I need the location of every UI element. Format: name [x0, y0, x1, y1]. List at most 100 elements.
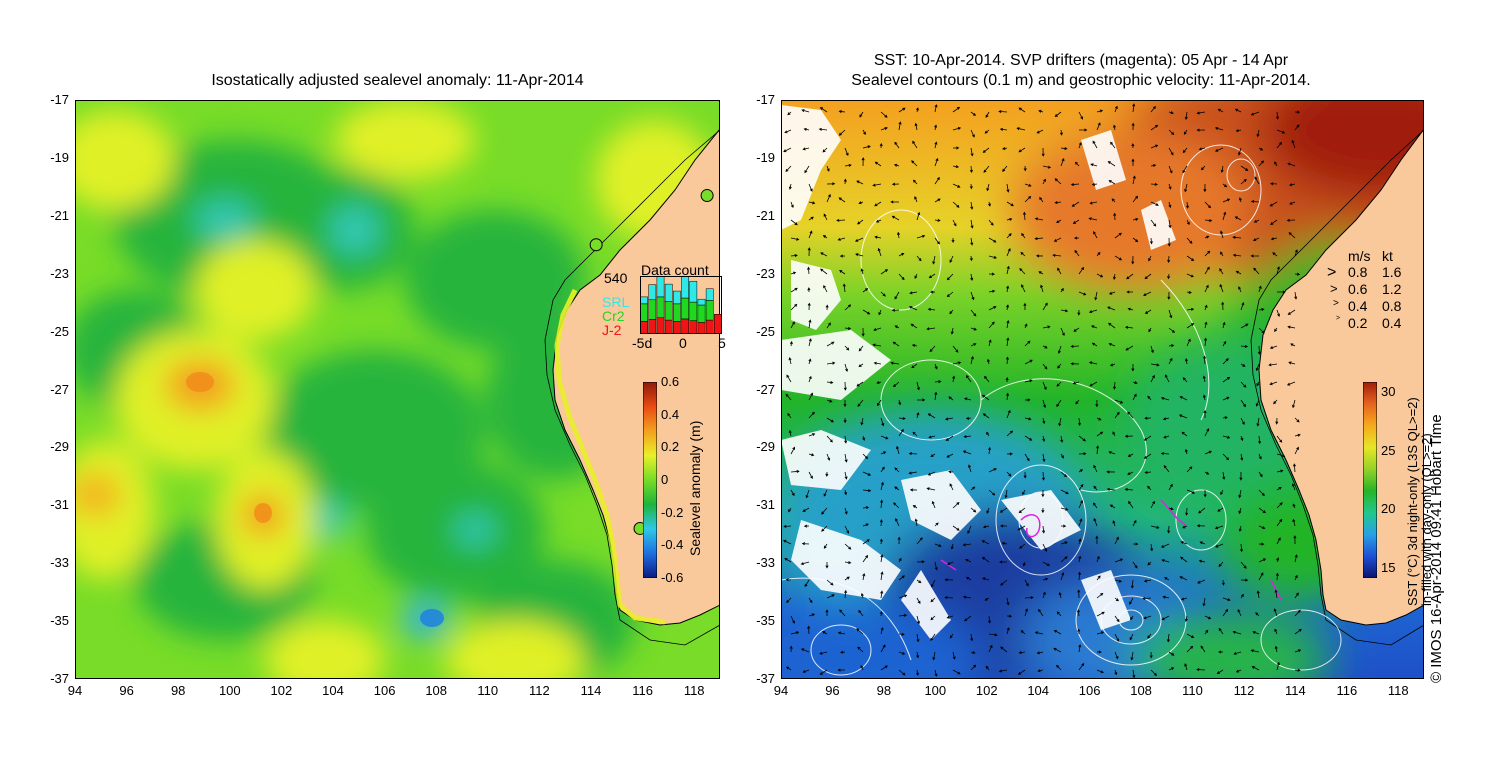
velocity-arrow — [934, 218, 941, 222]
velocity-arrow — [1019, 267, 1026, 275]
right-lon-tick: 94 — [773, 683, 789, 698]
velocity-arrow — [1070, 344, 1080, 348]
velocity-arrow — [1078, 291, 1087, 296]
velocity-arrow — [880, 571, 884, 581]
sla-colorbar-tick: 0.6 — [661, 374, 680, 389]
velocity-arrow — [1256, 381, 1260, 387]
velocity-arrow — [784, 129, 792, 134]
velocity-arrow — [1130, 615, 1134, 621]
velocity-arrow — [893, 502, 900, 509]
velocity-arrow — [862, 471, 872, 476]
left-lon-tick: 108 — [425, 683, 448, 698]
velocity-arrow — [826, 322, 831, 329]
velocity-arrow — [1060, 556, 1068, 563]
velocity-arrow — [826, 193, 831, 203]
velocity-arrow — [1240, 561, 1247, 569]
velocity-arrow — [1164, 577, 1170, 581]
speed-legend-kt: 0.8 — [1382, 298, 1402, 314]
velocity-arrow — [1060, 489, 1069, 495]
velocity-arrow — [1235, 270, 1242, 275]
velocity-arrow — [1114, 536, 1119, 545]
velocity-arrow — [1204, 428, 1210, 437]
speed-legend-arrow: > — [1336, 315, 1341, 322]
velocity-arrow — [1160, 452, 1170, 456]
velocity-arrow — [1127, 411, 1134, 419]
velocity-arrow — [932, 651, 936, 661]
speed-legend-arrow: > — [1327, 264, 1337, 281]
velocity-arrow — [808, 433, 816, 437]
velocity-arrow — [826, 165, 830, 172]
velocity-arrow — [1276, 661, 1280, 671]
velocity-arrow — [1197, 579, 1206, 584]
velocity-arrow — [1076, 609, 1081, 617]
velocity-arrow — [1294, 668, 1301, 672]
data-count-bar-j-2 — [640, 320, 648, 334]
velocity-arrow — [838, 129, 846, 136]
velocity-arrow — [1150, 669, 1157, 676]
velocity-arrow — [934, 391, 938, 401]
velocity-arrow — [1294, 609, 1301, 617]
velocity-arrow — [1221, 301, 1225, 311]
velocity-arrow — [1237, 609, 1242, 617]
velocity-arrow — [1294, 649, 1302, 653]
velocity-arrow — [1274, 327, 1278, 332]
velocity-arrow — [1274, 161, 1278, 167]
velocity-arrow — [1222, 597, 1231, 602]
velocity-arrow — [1005, 356, 1009, 365]
velocity-arrow — [914, 196, 918, 203]
velocity-arrow — [1078, 644, 1082, 653]
velocity-arrow — [857, 399, 864, 407]
velocity-arrow — [988, 644, 993, 653]
velocity-arrow — [844, 326, 852, 330]
right-lon-tick: 98 — [876, 683, 892, 698]
velocity-arrow — [988, 468, 997, 473]
velocity-arrow — [808, 230, 813, 239]
right-lat-tick: -29 — [756, 439, 775, 455]
velocity-arrow — [1276, 557, 1280, 563]
right-panel-title-line2: Sealevel contours (0.1 m) and geostrophi… — [851, 72, 1311, 89]
velocity-arrow — [1078, 500, 1083, 509]
velocity-arrow — [1184, 448, 1188, 455]
sst-colorbar-tick: 15 — [1381, 560, 1396, 575]
velocity-arrow — [1162, 417, 1170, 421]
velocity-arrow — [1142, 596, 1152, 600]
velocity-arrow — [1168, 183, 1172, 190]
velocity-arrow — [1184, 357, 1188, 365]
velocity-arrow — [1240, 593, 1244, 599]
velocity-arrow — [805, 489, 810, 499]
sla-colorbar-tick: -0.4 — [661, 537, 684, 553]
velocity-arrow — [1060, 287, 1064, 293]
velocity-arrow — [1196, 128, 1206, 132]
velocity-arrow — [946, 453, 954, 458]
velocity-arrow — [1129, 633, 1134, 641]
velocity-arrow — [988, 633, 998, 637]
velocity-arrow — [879, 519, 883, 527]
velocity-arrow — [785, 165, 792, 173]
velocity-arrow — [843, 381, 847, 391]
velocity-arrow — [963, 397, 972, 401]
velocity-arrow — [1274, 628, 1278, 635]
velocity-arrow — [1054, 200, 1062, 205]
velocity-arrow — [1150, 124, 1159, 131]
velocity-arrow — [1258, 308, 1265, 312]
velocity-arrow — [786, 374, 792, 383]
velocity-arrow — [895, 518, 900, 527]
velocity-arrow — [1126, 273, 1134, 280]
data-count-bar-srl — [697, 298, 706, 306]
velocity-arrow — [801, 542, 810, 546]
velocity-arrow — [1214, 147, 1224, 152]
velocity-arrow — [1088, 361, 1098, 365]
velocity-arrow — [1294, 433, 1301, 437]
data-count-bar-srl — [681, 276, 689, 299]
velocity-arrow — [822, 631, 828, 635]
velocity-arrow — [1018, 650, 1026, 655]
velocity-arrow — [1042, 577, 1049, 581]
velocity-arrow — [914, 518, 918, 527]
velocity-arrow — [1204, 284, 1209, 293]
velocity-arrow — [1179, 576, 1188, 581]
velocity-arrow — [844, 163, 852, 167]
velocity-arrow — [1114, 615, 1120, 623]
data-count-bar-j-2 — [656, 317, 665, 334]
velocity-arrow — [1235, 669, 1242, 673]
velocity-arrow — [842, 283, 846, 293]
